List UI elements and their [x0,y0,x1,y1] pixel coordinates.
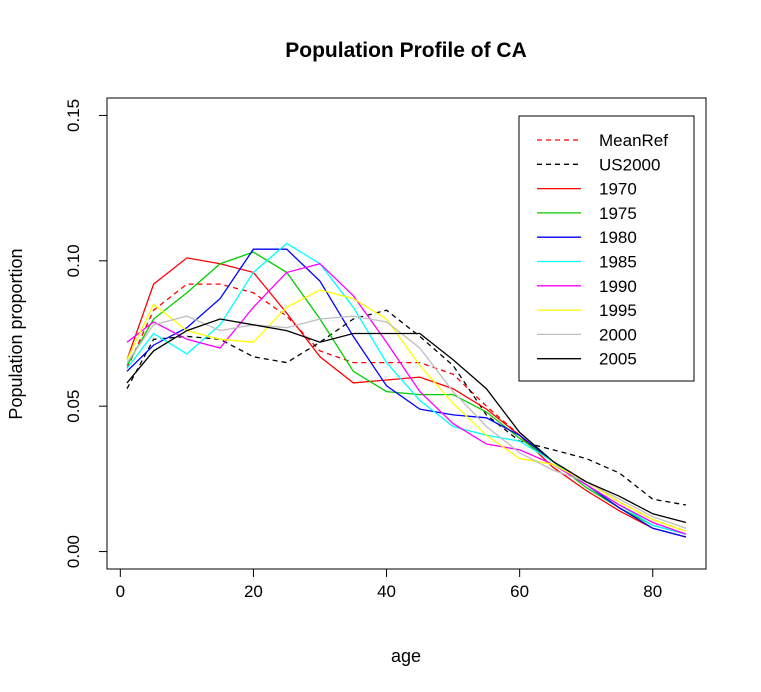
series-line-2005 [126,318,687,524]
y-axis: 0.00 0.05 0.10 0.15 [64,99,108,568]
legend-label-1980: 1980 [599,228,637,247]
x-tick-label: 60 [510,582,529,601]
series-lines [126,242,687,538]
x-tick-label: 0 [116,582,125,601]
legend-label-1970: 1970 [599,180,637,199]
y-tick-label: 0.10 [64,244,83,277]
legend: MeanRef US2000 1970 1975 1980 1985 1990 1995 200… [518,115,695,382]
series-line-1975 [126,251,687,535]
legend-label-1990: 1990 [599,277,637,296]
legend-label-2000: 2000 [599,325,637,344]
legend-box [518,115,695,382]
series-line-1970 [126,257,687,538]
legend-label-meanref: MeanRef [599,131,668,150]
y-tick-label: 0.00 [64,535,83,568]
x-axis: 0 20 40 60 80 [116,568,662,601]
legend-label-1975: 1975 [599,204,637,223]
x-axis-label: age [391,646,421,666]
x-tick-label: 20 [244,582,263,601]
y-tick-label: 0.15 [64,99,83,132]
legend-label-1995: 1995 [599,301,637,320]
legend-label-1985: 1985 [599,253,637,272]
y-axis-label: Population proportion [6,248,26,419]
legend-label-us2000: US2000 [599,155,660,174]
y-tick-label: 0.05 [64,390,83,423]
x-tick-label: 80 [643,582,662,601]
series-line-us2000 [126,309,687,506]
x-tick-label: 40 [377,582,396,601]
chart-title: Population Profile of CA [285,39,527,62]
legend-label-2005: 2005 [599,350,637,369]
series-line-1990 [126,262,687,535]
